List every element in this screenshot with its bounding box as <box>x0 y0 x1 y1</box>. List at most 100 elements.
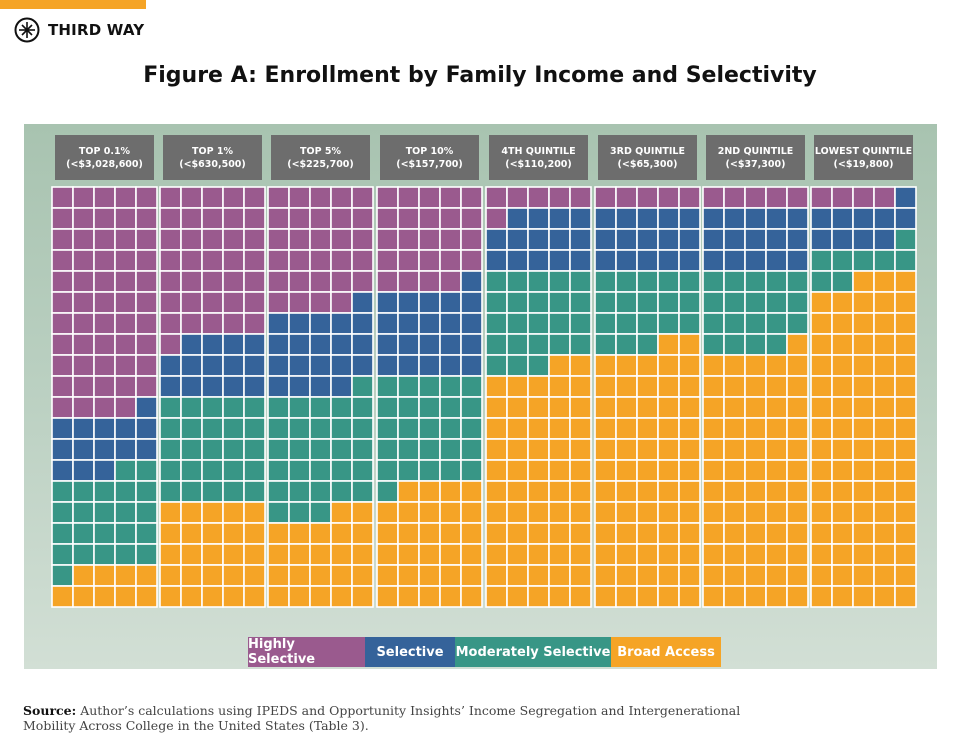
waffle-cell <box>810 543 833 566</box>
waffle-cell <box>744 375 767 398</box>
waffle-cell <box>159 438 182 461</box>
waffle-cell <box>894 333 917 356</box>
waffle-cell <box>615 291 638 314</box>
waffle-cell <box>548 522 571 545</box>
waffle-cell <box>744 270 767 293</box>
waffle-cell <box>831 501 854 524</box>
waffle-cell <box>594 543 617 566</box>
waffle-cell <box>418 333 441 356</box>
waffle-cell <box>460 543 483 566</box>
waffle-cell <box>852 207 875 230</box>
waffle-cell <box>309 375 332 398</box>
waffle-cell <box>222 501 245 524</box>
waffle-cell <box>159 312 182 335</box>
waffle-cell <box>222 522 245 545</box>
waffle-cell <box>267 417 290 440</box>
waffle-cell <box>51 585 74 608</box>
waffle-cell <box>309 585 332 608</box>
waffle-cell <box>852 585 875 608</box>
waffle-cell <box>678 375 701 398</box>
waffle-cell <box>376 354 399 377</box>
waffle-cell <box>201 228 224 251</box>
waffle-cell <box>159 354 182 377</box>
waffle-cell <box>594 438 617 461</box>
waffle-cell <box>569 417 592 440</box>
waffle-cell <box>267 207 290 230</box>
waffle-cell <box>243 375 266 398</box>
waffle-cell <box>548 543 571 566</box>
waffle-cell <box>351 417 374 440</box>
waffle-cell <box>418 501 441 524</box>
waffle-cell <box>548 186 571 209</box>
waffle-cell <box>873 186 896 209</box>
waffle-cell <box>330 480 353 503</box>
waffle-cell <box>831 543 854 566</box>
waffle-cell <box>114 417 137 440</box>
waffle-cell <box>460 291 483 314</box>
waffle-cell <box>418 270 441 293</box>
waffle-cell <box>243 291 266 314</box>
waffle-cell <box>397 249 420 272</box>
waffle-cell <box>786 438 809 461</box>
waffle-cell <box>180 396 203 419</box>
waffle-cell <box>72 186 95 209</box>
waffle-cell <box>351 354 374 377</box>
column-header: 4TH QUINTILE (<$110,200) <box>489 135 588 180</box>
waffle-cell <box>397 501 420 524</box>
waffle-cell <box>114 459 137 482</box>
waffle-cell <box>114 480 137 503</box>
waffle-cell <box>159 396 182 419</box>
waffle-cell <box>243 417 266 440</box>
column-header: TOP 10% (<$157,700) <box>380 135 479 180</box>
compass-icon <box>14 17 40 43</box>
waffle-cell <box>114 438 137 461</box>
waffle-cell <box>852 459 875 482</box>
brand-logo[interactable]: THIRD WAY <box>14 17 144 43</box>
waffle-cell <box>744 312 767 335</box>
waffle-cell <box>330 396 353 419</box>
waffle-cell <box>201 249 224 272</box>
waffle-cell <box>135 417 158 440</box>
waffle-cell <box>201 417 224 440</box>
waffle-cell <box>569 312 592 335</box>
waffle-cell <box>786 480 809 503</box>
waffle-cell <box>723 438 746 461</box>
waffle-cell <box>135 522 158 545</box>
waffle-cell <box>765 354 788 377</box>
waffle-cell <box>351 585 374 608</box>
waffle-cell <box>72 501 95 524</box>
waffle-cell <box>267 396 290 419</box>
waffle-cell <box>309 333 332 356</box>
waffle-cell <box>744 249 767 272</box>
waffle-cell <box>485 501 508 524</box>
waffle-cell <box>114 333 137 356</box>
waffle-cell <box>159 375 182 398</box>
waffle-cell <box>527 438 550 461</box>
waffle-cell <box>201 438 224 461</box>
waffle-cell <box>72 438 95 461</box>
waffle-cell <box>93 207 116 230</box>
waffle-cell <box>744 207 767 230</box>
waffle-cell <box>309 564 332 587</box>
waffle-cell <box>657 375 680 398</box>
waffle-cell <box>744 417 767 440</box>
waffle-cell <box>159 564 182 587</box>
waffle-cell <box>485 396 508 419</box>
waffle-cell <box>506 543 529 566</box>
waffle-cell <box>723 501 746 524</box>
waffle-cell <box>460 270 483 293</box>
waffle-cell <box>93 417 116 440</box>
waffle-cell <box>548 396 571 419</box>
waffle-cell <box>786 585 809 608</box>
waffle-cell <box>569 564 592 587</box>
waffle-cell <box>72 585 95 608</box>
waffle-cell <box>506 333 529 356</box>
waffle-cell <box>159 333 182 356</box>
waffle-cell <box>678 333 701 356</box>
waffle-cell <box>506 249 529 272</box>
waffle-cell <box>506 228 529 251</box>
waffle-cell <box>114 585 137 608</box>
waffle-cell <box>831 375 854 398</box>
waffle-cell <box>615 375 638 398</box>
waffle-cell <box>418 375 441 398</box>
